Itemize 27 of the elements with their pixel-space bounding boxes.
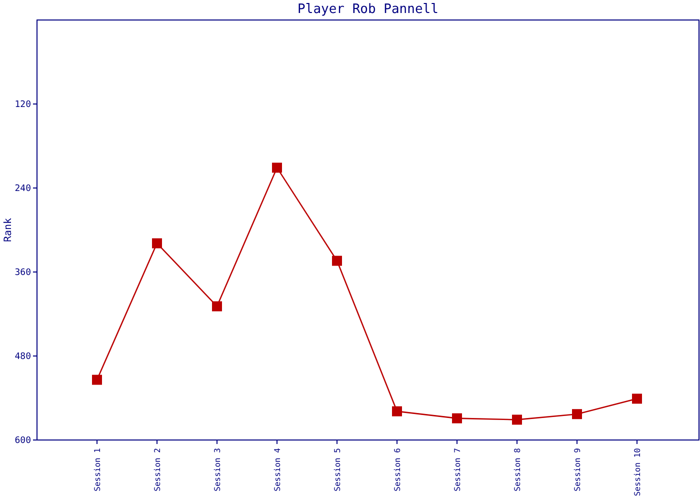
point — [92, 374, 102, 385]
x-tick-label: Session 3 — [213, 448, 222, 492]
y-axis-title: Rank — [3, 218, 14, 242]
point — [512, 414, 522, 425]
y-tick-label: 480 — [14, 352, 31, 362]
point — [392, 406, 402, 416]
point — [152, 238, 162, 248]
x-tick-label: Session 6 — [393, 448, 402, 492]
y-tick-label: 120 — [14, 100, 31, 110]
y-tick-label: 240 — [14, 184, 31, 194]
x-tick-label: Session 5 — [333, 448, 342, 492]
chart-title: Player Rob Pannell — [298, 2, 438, 17]
x-tick-label: Session 7 — [453, 448, 462, 492]
point — [452, 413, 462, 424]
point — [212, 301, 222, 312]
point — [332, 256, 342, 266]
y-tick-label: 360 — [14, 268, 31, 278]
y-tick-label: 600 — [14, 436, 31, 446]
x-tick-label: Session 1 — [93, 448, 102, 492]
x-tick-label: Session 9 — [573, 448, 582, 492]
point — [632, 394, 642, 404]
x-tick-label: Session 10 — [633, 448, 642, 496]
point — [272, 162, 282, 173]
x-tick-label: Session 8 — [513, 448, 522, 492]
x-tick-label: Session 2 — [153, 448, 162, 492]
x-tick-label: Session 4 — [273, 448, 282, 492]
point — [572, 409, 582, 420]
